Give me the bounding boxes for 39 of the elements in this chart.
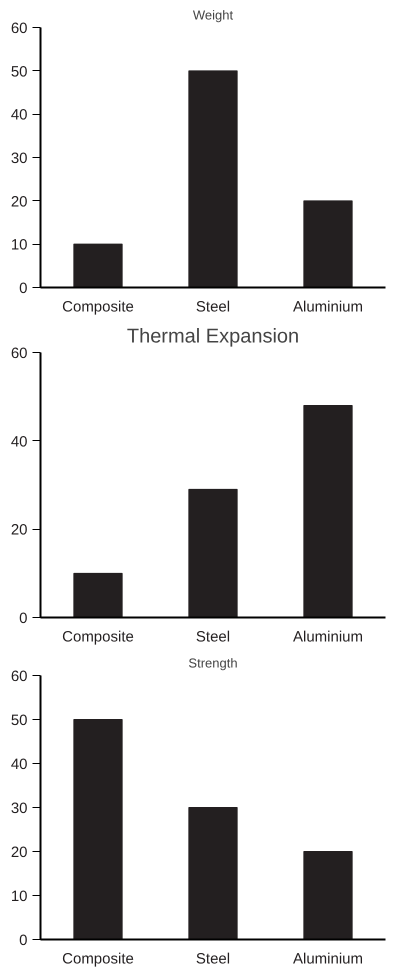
y-tick-label: 50 (10, 712, 28, 729)
y-tick-label: 10 (10, 888, 28, 905)
x-tick-label: Steel (196, 628, 230, 646)
chart-title: Strength (188, 656, 238, 670)
bar (188, 807, 238, 940)
x-tick-label: Steel (196, 298, 230, 316)
chart-title: Thermal Expansion (126, 326, 300, 348)
y-tick-label: 30 (10, 800, 28, 817)
y-tick-label: 40 (10, 433, 28, 450)
x-tick-label: Composite (62, 950, 134, 968)
bar (73, 719, 123, 940)
bar (73, 244, 123, 288)
bar (73, 572, 123, 618)
bar (303, 405, 353, 618)
y-tick-label: 20 (10, 193, 28, 210)
x-tick-label: Aluminium (292, 628, 364, 646)
x-tick-label: Composite (62, 298, 134, 316)
chart-title: Weight (192, 8, 234, 22)
x-tick-label: Aluminium (292, 950, 364, 968)
bar (303, 200, 353, 288)
y-tick-label: 20 (10, 522, 28, 539)
y-tick-label: 50 (10, 63, 28, 80)
y-tick-label: 40 (10, 756, 28, 773)
y-tick-label: 30 (10, 150, 28, 167)
y-tick-label: 10 (10, 236, 28, 254)
y-tick-label: 0 (19, 280, 28, 297)
y-tick-label: 60 (10, 345, 28, 362)
x-tick-label: Aluminium (292, 298, 364, 316)
x-tick-label: Steel (196, 950, 230, 968)
x-tick-label: Composite (62, 628, 134, 646)
bar (303, 851, 353, 940)
y-tick-label: 0 (19, 932, 28, 949)
y-tick-label: 60 (10, 20, 28, 37)
bar (188, 488, 238, 618)
y-tick-label: 60 (10, 668, 28, 685)
bar (188, 70, 238, 288)
y-tick-label: 20 (10, 844, 28, 861)
y-tick-label: 0 (19, 610, 28, 627)
y-tick-label: 40 (10, 106, 28, 124)
